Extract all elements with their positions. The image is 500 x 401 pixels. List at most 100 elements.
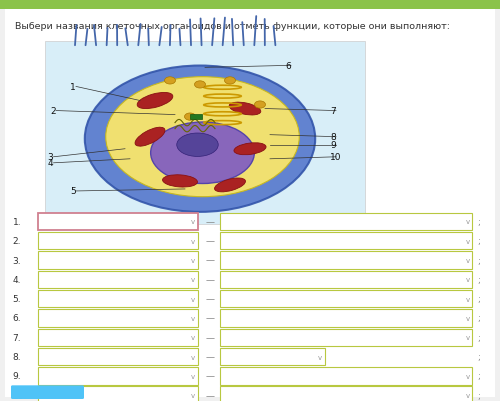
- Text: v: v: [190, 257, 194, 263]
- Ellipse shape: [254, 101, 266, 109]
- Text: v: v: [466, 238, 469, 244]
- Text: 2: 2: [50, 107, 56, 116]
- Text: v: v: [190, 296, 194, 302]
- Text: v: v: [190, 219, 194, 225]
- Text: v: v: [190, 315, 194, 321]
- FancyBboxPatch shape: [38, 387, 198, 401]
- Text: 5.: 5.: [12, 294, 21, 304]
- Text: v: v: [466, 277, 469, 283]
- Text: ;: ;: [478, 275, 480, 284]
- Ellipse shape: [184, 114, 196, 121]
- FancyBboxPatch shape: [11, 385, 84, 399]
- Text: ;: ;: [478, 371, 480, 381]
- Text: v: v: [466, 334, 469, 340]
- Text: —: —: [206, 275, 214, 284]
- Text: v: v: [190, 392, 194, 398]
- Text: v: v: [466, 257, 469, 263]
- FancyBboxPatch shape: [220, 252, 472, 269]
- FancyBboxPatch shape: [220, 310, 472, 327]
- Text: 3.: 3.: [12, 256, 21, 265]
- Text: 7.: 7.: [12, 333, 21, 342]
- FancyBboxPatch shape: [38, 290, 198, 308]
- Ellipse shape: [164, 78, 175, 85]
- Ellipse shape: [229, 103, 261, 115]
- Ellipse shape: [150, 123, 254, 184]
- Text: —: —: [206, 217, 214, 227]
- Text: ;: ;: [478, 314, 480, 323]
- Text: v: v: [190, 334, 194, 340]
- Ellipse shape: [194, 82, 205, 89]
- FancyBboxPatch shape: [38, 213, 198, 231]
- Ellipse shape: [234, 144, 266, 155]
- Text: v: v: [466, 373, 469, 379]
- FancyBboxPatch shape: [220, 329, 472, 346]
- Text: 9.: 9.: [12, 371, 21, 381]
- Ellipse shape: [137, 93, 173, 109]
- Ellipse shape: [162, 175, 198, 188]
- Bar: [0, 0, 500, 10]
- Text: 8.: 8.: [12, 352, 21, 361]
- Ellipse shape: [106, 77, 300, 197]
- FancyBboxPatch shape: [38, 271, 198, 288]
- FancyBboxPatch shape: [220, 271, 472, 288]
- FancyBboxPatch shape: [220, 290, 472, 308]
- Text: v: v: [466, 392, 469, 398]
- FancyBboxPatch shape: [38, 348, 198, 365]
- Text: 4.: 4.: [12, 275, 21, 284]
- Text: —: —: [206, 333, 214, 342]
- Text: 9: 9: [330, 141, 336, 150]
- FancyBboxPatch shape: [220, 348, 325, 365]
- Text: v: v: [190, 277, 194, 283]
- FancyBboxPatch shape: [220, 213, 472, 231]
- FancyBboxPatch shape: [220, 367, 472, 385]
- Text: 10.: 10.: [12, 391, 27, 400]
- Text: 7: 7: [330, 107, 336, 116]
- FancyBboxPatch shape: [38, 233, 198, 250]
- Ellipse shape: [85, 66, 315, 213]
- Text: 3: 3: [48, 153, 53, 162]
- Text: 1.: 1.: [12, 217, 21, 227]
- Bar: [190, 115, 202, 119]
- Text: ;: ;: [478, 237, 480, 246]
- Text: v: v: [466, 219, 469, 225]
- Text: 4: 4: [48, 159, 53, 168]
- Text: —: —: [206, 256, 214, 265]
- Text: —: —: [206, 294, 214, 304]
- Text: ;: ;: [478, 256, 480, 265]
- Text: 5: 5: [70, 187, 76, 196]
- Text: 10: 10: [330, 153, 342, 162]
- Text: v: v: [190, 373, 194, 379]
- Text: 2.: 2.: [12, 237, 21, 246]
- Text: —: —: [206, 352, 214, 361]
- Bar: [45, 42, 365, 225]
- Text: v: v: [466, 296, 469, 302]
- Text: 1: 1: [70, 83, 76, 92]
- Text: ;: ;: [478, 333, 480, 342]
- Ellipse shape: [135, 128, 165, 147]
- FancyBboxPatch shape: [220, 387, 472, 401]
- Ellipse shape: [214, 178, 246, 192]
- Text: ;: ;: [478, 391, 480, 400]
- FancyBboxPatch shape: [38, 367, 198, 385]
- FancyBboxPatch shape: [38, 310, 198, 327]
- Text: 6.: 6.: [12, 314, 21, 323]
- FancyBboxPatch shape: [220, 233, 472, 250]
- Text: —: —: [206, 371, 214, 381]
- Text: v: v: [318, 354, 322, 360]
- Ellipse shape: [177, 134, 218, 157]
- FancyBboxPatch shape: [38, 329, 198, 346]
- Text: v: v: [190, 238, 194, 244]
- Text: ;: ;: [478, 352, 480, 361]
- Text: ;: ;: [478, 294, 480, 304]
- Text: —: —: [206, 314, 214, 323]
- Text: —: —: [206, 237, 214, 246]
- Text: v: v: [190, 354, 194, 360]
- Text: 8: 8: [330, 133, 336, 142]
- Text: ;: ;: [478, 217, 480, 227]
- FancyBboxPatch shape: [38, 252, 198, 269]
- Text: v: v: [466, 315, 469, 321]
- Text: Выбери названия клеточных органоидов и отметь функции, которые они выполняют:: Выбери названия клеточных органоидов и о…: [15, 22, 450, 31]
- Ellipse shape: [224, 78, 235, 85]
- Text: —: —: [206, 391, 214, 400]
- Text: 6: 6: [285, 62, 291, 71]
